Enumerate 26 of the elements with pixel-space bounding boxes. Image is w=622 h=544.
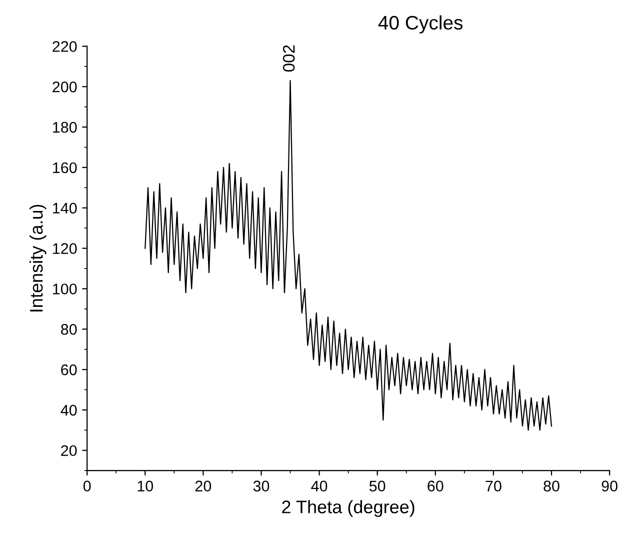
x-tick-label: 50 [369, 480, 386, 492]
y-axis-title: Intensity (a.u) [29, 204, 46, 312]
y-tick-label: 60 [61, 364, 77, 376]
x-tick-label: 40 [311, 480, 328, 492]
y-tick-label: 220 [52, 41, 77, 52]
chart-title: 40 Cycles [378, 15, 463, 34]
x-tick-label: 10 [138, 480, 154, 492]
x-tick-label: 60 [428, 480, 444, 492]
y-tick-label: 160 [53, 162, 77, 174]
y-tick-label: 20 [61, 445, 77, 456]
y-tick-label: 80 [61, 324, 77, 335]
y-tick-label: 120 [53, 243, 77, 254]
y-tick-label: 100 [53, 284, 77, 294]
x-tick-label: 70 [486, 480, 502, 492]
y-tick-label: 180 [53, 122, 77, 133]
x-tick-label: 20 [195, 480, 212, 492]
annotation: 002 [282, 45, 295, 72]
y-tick-label: 200 [52, 82, 77, 92]
y-tick-label: 40 [60, 404, 77, 416]
x-tick-label: 0 [83, 480, 91, 492]
x-axis-title: 2 Theta (degree) [282, 500, 414, 517]
x-tick-label: 90 [602, 480, 618, 492]
x-tick-label: 80 [544, 480, 560, 492]
x-tick-label: 30 [253, 480, 270, 492]
line-series [144, 80, 552, 431]
y-tick-label: 140 [53, 202, 77, 214]
